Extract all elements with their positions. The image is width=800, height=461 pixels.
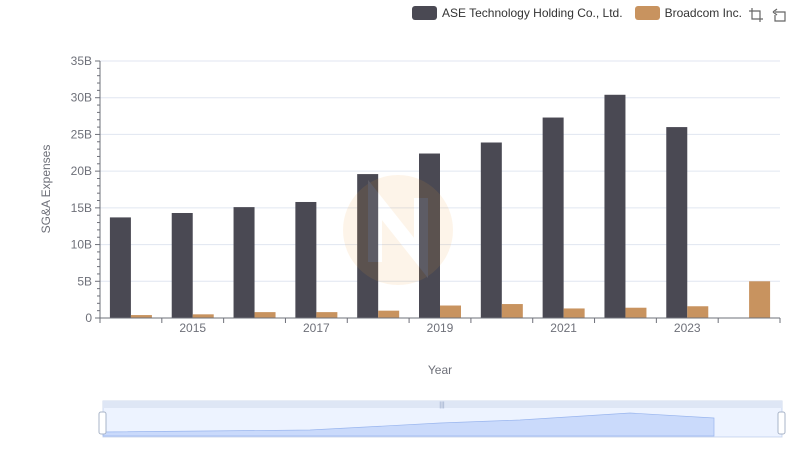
bar-ase-2019[interactable] bbox=[419, 153, 440, 318]
x-tick-label: 2023 bbox=[674, 321, 701, 335]
bar-ase-2015[interactable] bbox=[171, 212, 193, 318]
bar-ase-2022[interactable] bbox=[604, 94, 626, 318]
x-tick-label: 2015 bbox=[179, 321, 206, 335]
bar-broadcom-2022[interactable] bbox=[625, 307, 647, 318]
y-tick-label: 30B bbox=[71, 91, 92, 105]
y-axis-title: SG&A Expenses bbox=[39, 145, 53, 234]
legend-label-ase: ASE Technology Holding Co., Ltd. bbox=[442, 6, 623, 20]
bar-broadcom-2023[interactable] bbox=[687, 306, 709, 318]
y-tick-label: 15B bbox=[71, 201, 92, 215]
bar-broadcom-2020[interactable] bbox=[501, 304, 523, 318]
bar-ase-2017[interactable] bbox=[295, 201, 317, 318]
zoom-start-handle[interactable] bbox=[98, 411, 107, 435]
bar-ase-2018[interactable] bbox=[357, 174, 379, 318]
y-tick-label: 20B bbox=[71, 164, 92, 178]
x-tick-label: 2017 bbox=[303, 321, 330, 335]
bar-broadcom-2019[interactable] bbox=[440, 305, 461, 318]
x-tick-label: 2019 bbox=[427, 321, 454, 335]
bar-ase-2016[interactable] bbox=[233, 207, 255, 318]
y-tick-label: 25B bbox=[71, 127, 92, 141]
zoom-icon[interactable] bbox=[748, 7, 764, 23]
data-zoom-slider[interactable]: ||| bbox=[98, 400, 786, 438]
bar-ase-2014[interactable] bbox=[109, 217, 131, 318]
zoom-preview-area bbox=[102, 412, 715, 437]
bar-broadcom-2014[interactable] bbox=[130, 315, 152, 318]
y-axis: 0 5B 10B 15B 20B 25B 30B 35B bbox=[71, 54, 101, 325]
legend-item-broadcom[interactable]: Broadcom Inc. bbox=[634, 6, 742, 20]
legend-item-ase[interactable]: ASE Technology Holding Co., Ltd. bbox=[412, 6, 635, 20]
x-axis-title: Year bbox=[428, 363, 452, 377]
bar-ase-2021[interactable] bbox=[542, 117, 564, 318]
y-tick-label: 10B bbox=[71, 238, 92, 252]
bar-ase-2023[interactable] bbox=[666, 127, 688, 318]
legend-label-broadcom: Broadcom Inc. bbox=[664, 6, 742, 20]
legend-swatch-broadcom bbox=[634, 6, 660, 20]
bar-broadcom-2024[interactable] bbox=[749, 281, 771, 318]
y-tick-label: 35B bbox=[71, 54, 92, 68]
y-tick-label: 0 bbox=[85, 311, 92, 325]
bar-broadcom-2018[interactable] bbox=[378, 310, 400, 318]
zoom-range-bar[interactable] bbox=[103, 401, 782, 408]
y-tick-label: 5B bbox=[77, 274, 92, 288]
bar-broadcom-2017[interactable] bbox=[316, 312, 338, 318]
watermark-logo bbox=[343, 175, 453, 285]
bar-area bbox=[109, 94, 771, 318]
bar-ase-2020[interactable] bbox=[480, 142, 502, 318]
zoom-end-handle[interactable] bbox=[777, 411, 786, 435]
x-tick-label: 2021 bbox=[550, 321, 577, 335]
zoom-range-grip-icon[interactable]: ||| bbox=[439, 402, 445, 409]
legend: ASE Technology Holding Co., Ltd. Broadco… bbox=[412, 4, 742, 22]
zoom-selected-window[interactable] bbox=[103, 408, 782, 437]
bar-broadcom-2016[interactable] bbox=[254, 312, 276, 318]
bar-broadcom-2021[interactable] bbox=[563, 308, 585, 318]
restore-icon[interactable] bbox=[772, 7, 788, 23]
bar-broadcom-2015[interactable] bbox=[192, 314, 214, 318]
x-axis: 2015 2017 2019 2021 2023 bbox=[99, 317, 781, 335]
legend-swatch-ase bbox=[412, 6, 437, 20]
